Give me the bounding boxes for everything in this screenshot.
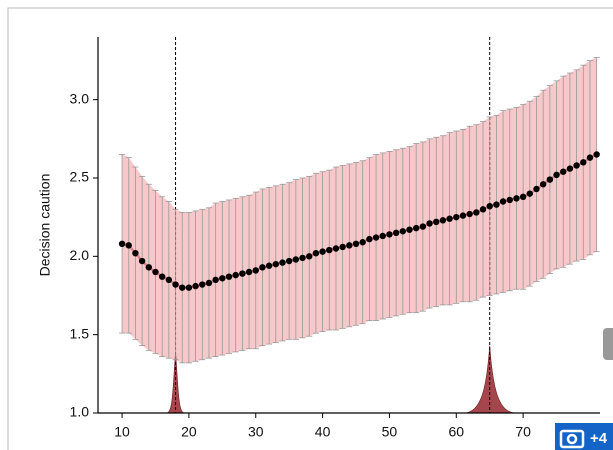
data-point (473, 209, 480, 216)
data-point (192, 282, 199, 290)
data-point (392, 229, 400, 237)
data-point (326, 246, 333, 254)
data-point (560, 168, 567, 175)
data-point (306, 253, 313, 260)
y-tick-label: 3.0 (70, 90, 90, 106)
y-axis-label: Decision caution (37, 174, 53, 277)
data-point (339, 243, 346, 251)
camera-lens (566, 433, 578, 445)
data-point (145, 264, 153, 271)
data-point (199, 281, 206, 288)
data-point (225, 273, 233, 280)
data-point (526, 190, 534, 197)
data-point (499, 198, 507, 205)
data-point (212, 276, 219, 284)
data-point (513, 195, 520, 202)
data-point (506, 196, 513, 204)
data-point (165, 276, 173, 284)
data-point (519, 193, 527, 200)
data-point (346, 242, 353, 249)
data-point (453, 213, 460, 221)
data-point (466, 210, 473, 218)
data-point (446, 215, 453, 222)
data-point (319, 248, 326, 255)
gallery-badge[interactable]: +4 (555, 423, 613, 450)
data-point (292, 256, 300, 263)
data-point (265, 262, 273, 269)
data-point (279, 259, 286, 266)
data-point (433, 218, 440, 226)
data-point (493, 201, 500, 208)
data-point (205, 279, 213, 287)
confidence-band (122, 57, 597, 363)
data-point (299, 254, 306, 262)
data-point (406, 226, 413, 233)
data-point (486, 203, 493, 210)
data-point (379, 232, 386, 240)
data-point (125, 242, 132, 249)
data-point (245, 268, 253, 276)
x-tick-label: 40 (315, 424, 331, 440)
x-tick-label: 60 (448, 424, 464, 440)
data-point (399, 228, 407, 235)
data-point (138, 257, 146, 265)
data-point (259, 264, 266, 271)
data-point (539, 181, 547, 188)
data-point (232, 271, 239, 279)
data-point (573, 162, 580, 169)
x-tick-label: 10 (114, 424, 130, 440)
data-point (172, 281, 179, 288)
data-point (479, 206, 487, 213)
data-point (272, 260, 280, 268)
data-point (459, 212, 467, 219)
data-point (533, 185, 540, 193)
x-tick-label: 20 (181, 424, 197, 440)
data-point (185, 284, 193, 291)
data-point (118, 240, 126, 247)
x-tick-label: 30 (248, 424, 264, 440)
data-point (412, 224, 420, 232)
data-point (312, 250, 320, 257)
data-point (158, 273, 166, 280)
data-point (359, 239, 366, 246)
data-point (580, 159, 587, 166)
data-point (439, 217, 447, 224)
data-point (426, 220, 433, 227)
data-point (332, 245, 340, 252)
data-point (546, 176, 554, 183)
data-point (179, 284, 186, 291)
data-point (586, 154, 594, 161)
data-point (366, 235, 373, 243)
y-tick-label: 1.0 (70, 404, 90, 420)
plot: 1.0 1.5 2.0 2.5 3.0 10 20 30 40 50 60 70 (70, 37, 600, 440)
data-point (239, 270, 246, 277)
side-tab[interactable] (603, 328, 613, 360)
data-point (386, 231, 393, 238)
data-point (152, 268, 159, 276)
data-point (352, 240, 360, 247)
data-point (285, 257, 293, 265)
data-point (419, 223, 427, 230)
data-point (566, 165, 574, 172)
x-tick-label: 50 (382, 424, 398, 440)
data-point (219, 275, 226, 282)
data-point (132, 250, 139, 257)
data-point (252, 267, 259, 274)
data-point (593, 151, 600, 158)
badge-text: +4 (590, 430, 608, 447)
data-point (372, 234, 380, 241)
camera-icon (559, 429, 585, 449)
x-tick-label: 70 (515, 424, 531, 440)
y-tick-label: 2.5 (70, 169, 90, 185)
data-point (553, 171, 560, 179)
y-tick-label: 2.0 (70, 247, 90, 263)
y-tick-label: 1.5 (70, 325, 90, 341)
